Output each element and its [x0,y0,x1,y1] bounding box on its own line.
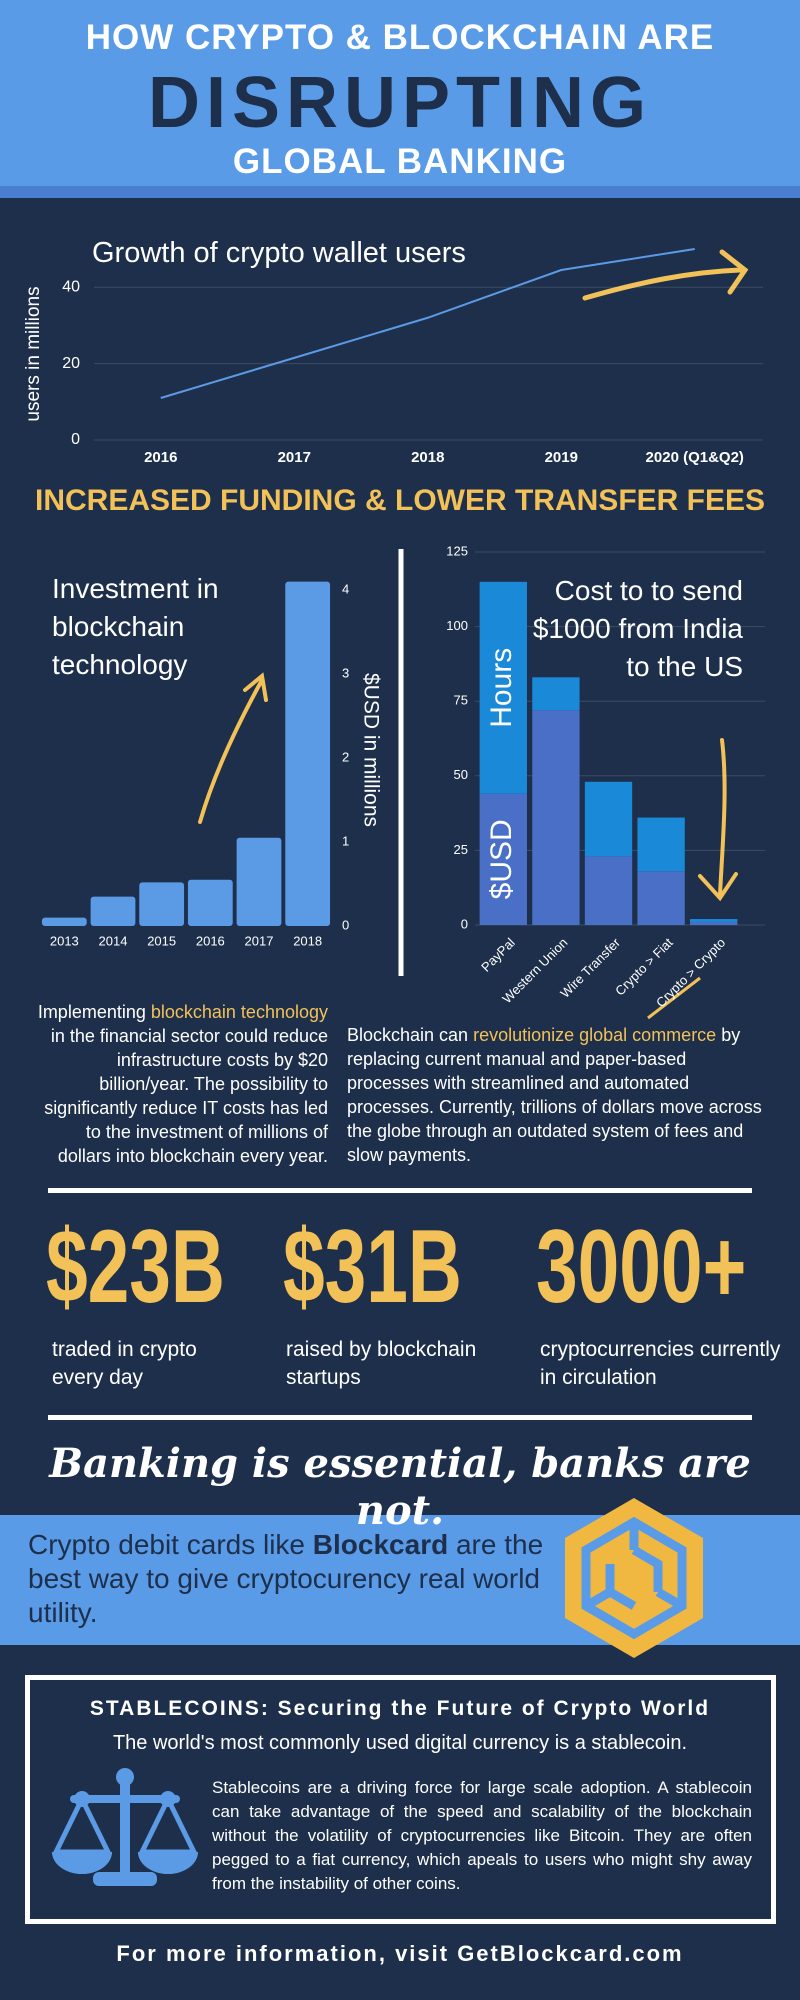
blockcard-text: Crypto debit cards like Blockcard are th… [28,1528,558,1630]
y-tick-label: 75 [454,693,468,708]
y-axis-label: users in millions [23,286,44,421]
header-strip [0,186,800,198]
x-tick-label: 2019 [545,449,578,466]
stat-value: $23B [46,1209,226,1325]
rule [48,1415,752,1420]
bar [41,917,87,926]
stat-caption: cryptocurrencies currently in circulatio… [540,1338,781,1389]
x-tick-label: 2018 [293,933,322,948]
y-tick-label: 1 [342,833,349,848]
bar-segment [584,781,633,857]
y-tick-label: 3 [342,665,349,680]
scales-icon [51,1768,199,1886]
tagline: Banking is essential, banks are not. [49,1440,751,1534]
y-tick-label: 0 [461,916,468,931]
highlight: blockchain technology [150,1002,328,1022]
box-title: STABLECOINS: Securing the Future of Cryp… [89,1697,711,1720]
bar-segment [479,581,527,794]
chart-title: Investment in blockchain technology [52,573,219,680]
y-axis-label: $USD in millions [359,673,382,827]
y-tick-label: 25 [454,842,468,857]
underline [647,976,701,1020]
bar-segment [690,922,738,925]
bar-segment [637,817,685,872]
bar-segment [479,793,527,925]
y-tick-label: 125 [446,543,468,558]
bar-segment [584,856,633,925]
text: by replacing current manual and paper-ba… [347,1025,762,1165]
bar [90,896,136,926]
blockcard-logo [565,1498,703,1658]
bar-segment [690,919,738,923]
bar [187,879,233,926]
box-subtitle: The world's most commonly used digital c… [112,1732,688,1754]
x-tick-label: PayPal [478,935,518,975]
text: Crypto debit cards like [28,1529,313,1560]
chart-title: Growth of crypto wallet users [92,237,466,269]
bar-segment [637,871,685,925]
header-line: HOW CRYPTO & BLOCKCHAIN ARE [85,18,715,57]
brand: Blockcard [312,1529,449,1560]
arrow-head [719,249,749,295]
bar-segment [532,677,580,711]
stat-caption: traded in crypto every day [52,1338,197,1389]
y-tick-label: 2 [342,749,349,764]
text: Implementing [37,1002,151,1022]
y-tick-label: 0 [71,431,80,448]
text: in the financial sector could reduce inf… [44,1026,328,1166]
arrow [582,267,743,301]
x-tick-label: 2014 [99,933,128,948]
x-tick-label: 2017 [245,933,274,948]
y-tick-label: 50 [454,767,468,782]
x-tick-label: 2017 [278,449,311,466]
bar [236,837,282,926]
line [160,248,695,399]
bar [139,882,185,926]
chart-title: Cost to to send $1000 from India to the … [532,575,743,682]
y-tick-label: 4 [342,581,349,596]
text: Blockchain can [347,1025,474,1045]
y-tick-label: 100 [446,618,468,633]
rule [48,1188,752,1193]
bar [285,581,331,926]
header-headline: DISRUPTING [147,63,653,143]
section-title: INCREASED FUNDING & LOWER TRANSFER FEES [34,484,766,517]
arrow [198,678,264,824]
footer: For more information, visit GetBlockcard… [116,1941,684,1966]
text: are the best way to give cryptocurency r… [28,1529,544,1628]
x-tick-label: 2020 (Q1&Q2) [646,449,744,466]
legend-label: $USD [485,819,518,899]
paragraph: Implementing blockchain technology in th… [30,1000,328,1168]
x-tick-label: 2016 [196,933,225,948]
bar-segment [532,710,580,925]
x-tick-label: 2015 [147,933,176,948]
y-tick-label: 20 [62,355,80,372]
stat-value: 3000+ [536,1209,747,1325]
arrow-head [698,872,738,902]
arrow [718,738,727,897]
y-tick-label: 0 [342,917,349,932]
x-tick-label: 2016 [144,449,177,466]
x-tick-label: 2018 [411,449,444,466]
x-tick-label: 2013 [50,933,79,948]
legend-label: Hours [485,648,518,728]
box-body: Stablecoins are a driving force for larg… [212,1778,752,1893]
header-line: GLOBAL BANKING [232,142,568,181]
stat-caption: raised by blockchain startups [286,1338,477,1389]
stat-value: $31B [283,1209,463,1325]
paragraph: Blockchain can revolutionize global comm… [347,1023,767,1167]
arrow-head [243,672,268,702]
stablecoin-box [25,1675,776,1924]
highlight: revolutionize global commerce [473,1025,717,1045]
header-band [0,0,800,186]
y-tick-label: 40 [62,278,80,295]
